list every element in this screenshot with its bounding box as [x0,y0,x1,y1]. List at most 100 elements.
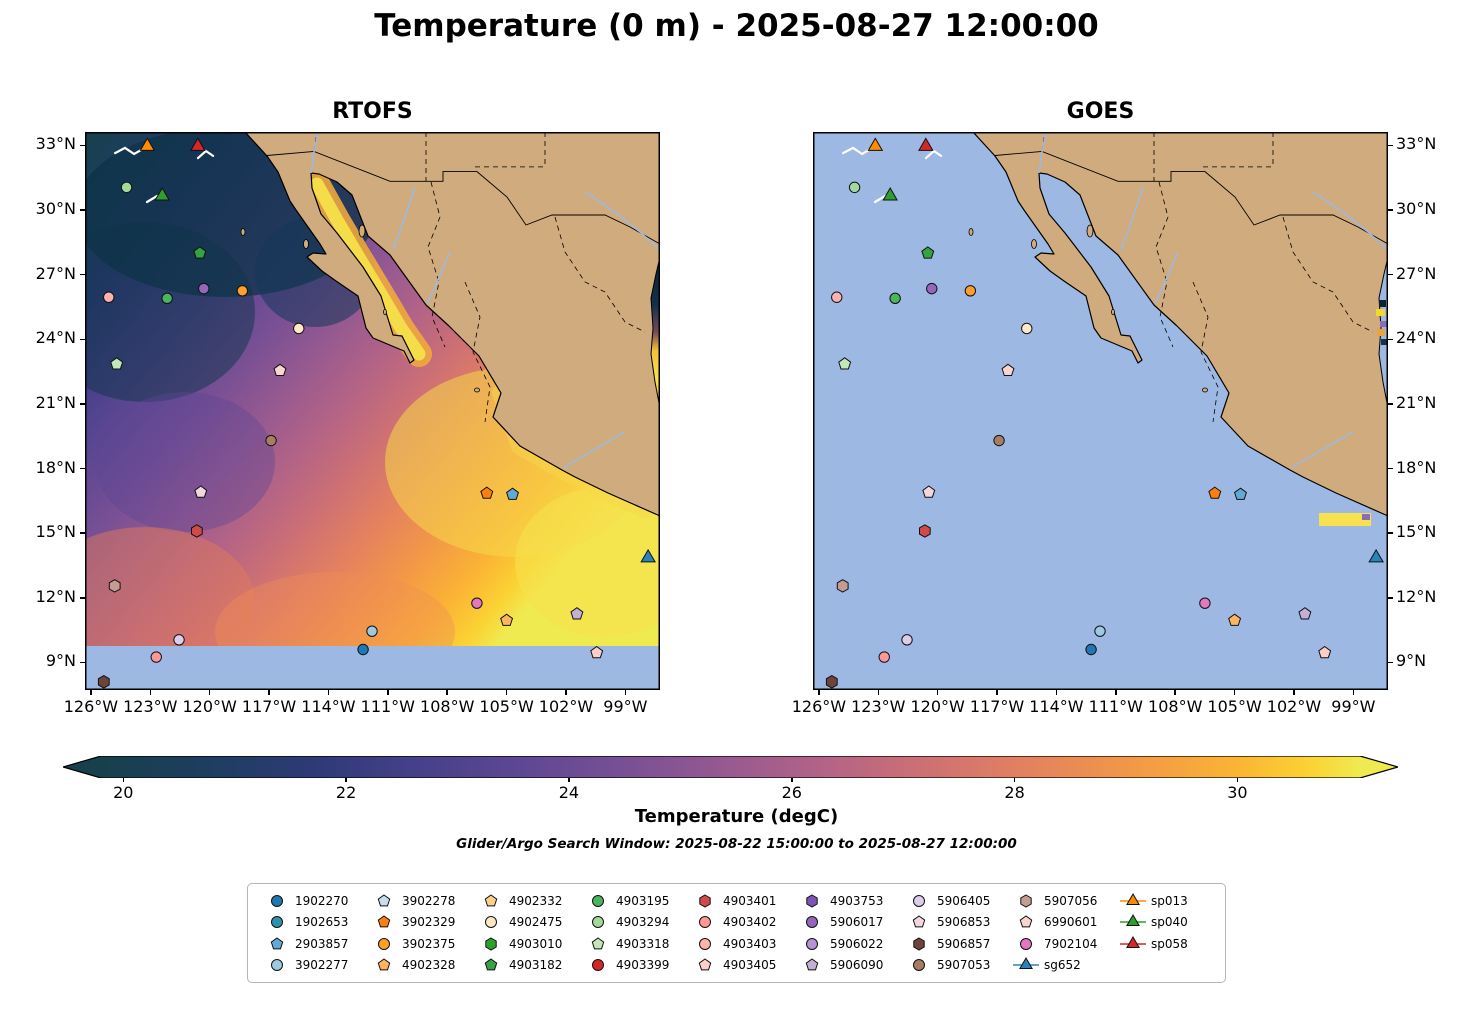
legend-label: 3902375 [402,936,456,951]
goes-valid-sst-patch [1380,321,1387,327]
platform-marker-5907053 [265,434,277,447]
lon-tick-mark [936,690,939,695]
legend-column: 4903401 4903402 4903403 4903405 [690,890,783,976]
platform-marker-sp040 [154,186,170,201]
legend-item-4903294: 4903294 [583,912,676,934]
island [1111,309,1115,315]
legend-glyph-3902278 [377,894,391,907]
platform-marker-5906017 [926,282,938,295]
legend-item-5907053: 5907053 [904,955,997,977]
platform-marker-4903405 [1318,645,1332,659]
platform-marker-sp058 [190,137,206,151]
legend-item-4903753: 4903753 [797,890,890,912]
legend-item-4902332: 4902332 [476,890,569,912]
platform-marker-5906857 [97,675,110,689]
goes-valid-sst-patch [1379,300,1386,307]
legend-item-7902104: 7902104 [1011,933,1104,955]
platform-markers [825,137,1384,689]
legend-label: sp013 [1151,893,1188,908]
platform-marker-4902328 [500,613,514,626]
land [244,131,661,517]
lat-tick-label: 33°N [1396,134,1437,154]
legend-glyph-4902328 [377,958,391,971]
platform-marker-7902104 [471,597,483,609]
legend-glyph-sp013 [1126,892,1140,905]
island [1202,387,1208,393]
platform-marker-sg652 [1368,548,1384,563]
glider-track [873,194,887,204]
lon-tick-label: 111°W [1088,697,1143,716]
colorbar-tick-label: 30 [1227,783,1248,802]
legend-glyph-3902277 [271,959,283,972]
legend-label: 1902653 [295,915,349,930]
lon-tick-mark [818,690,820,695]
goes-valid-sst-patch [1376,309,1385,316]
legend-label: 2903857 [295,936,349,951]
legend-item-sp013: sp013 [1118,890,1211,912]
platform-marker-4903403 [103,291,115,303]
legend-marker-circle-icon [913,894,925,907]
legend-label: 5907056 [1044,893,1098,908]
lat-tick-label: 18°N [35,457,76,477]
legend-glyph-4903294 [592,916,604,929]
legend-marker-pentagon-icon [270,937,284,950]
legend-glyph-4903318 [591,937,605,950]
legend-marker-hexagon-icon [1020,894,1032,908]
legend-glyph-sg652 [1019,957,1033,970]
legend-label: 4903182 [509,958,563,973]
lat-tick-mark [1388,209,1393,211]
lon-tick-label: 123°W [123,697,178,716]
platform-marker-5906017 [198,282,210,295]
platform-marker-4903401 [191,524,203,538]
legend-marker-pentagon-icon [377,958,391,971]
legend-item-5907056: 5907056 [1011,890,1104,912]
legend-glyph-6990601 [1019,915,1033,928]
panel-title-goes: GOES [1066,99,1135,124]
legend-label: 7902104 [1044,936,1098,951]
legend-label: 4903403 [723,936,777,951]
platform-marker-4902475 [293,322,305,335]
legend-item-sp040: sp040 [1118,912,1211,934]
lat-tick-mark [80,597,85,599]
legend-column: 3902278 3902329 3902375 4902328 [369,890,462,976]
legend-label: 4903753 [830,893,884,908]
lat-tick-mark [1388,532,1393,534]
lon-tick-mark [505,690,508,695]
lat-tick-label: 24°N [1396,328,1437,348]
legend-item-4903399: 4903399 [583,955,676,977]
island [383,309,387,315]
sst-eddy [95,392,275,532]
legend-marker-circle-icon [592,894,604,907]
lat-tick-mark [1388,144,1393,147]
island [1031,239,1037,249]
lon-tick-label: 108°W [420,697,475,716]
lat-tick-mark [80,144,85,147]
legend-label: 3902329 [402,915,456,930]
sst-eddy [35,527,255,677]
lat-tick-mark [80,661,85,664]
legend-item-5906090: 5906090 [797,955,890,977]
legend-glyph-1902653 [271,916,283,929]
legend-label: 4902475 [509,915,563,930]
legend-item-sp058: sp058 [1118,933,1211,955]
legend-box: 1902270 1902653 2903857 3902277 3902278 39023… [247,883,1226,983]
platform-marker-4903403 [831,291,843,303]
platform-marker-5906090 [570,607,584,620]
lat-tick-mark [80,532,85,534]
legend-glyph-3902375 [378,937,390,950]
platform-marker-sp013 [867,137,884,151]
legend-marker-triangle-icon [1120,914,1146,927]
lon-tick-label: 120°W [910,697,965,716]
platform-marker-3902329 [480,486,494,499]
platform-marker-sp058 [918,137,934,151]
legend-item-5906857: 5906857 [904,933,997,955]
legend-glyph-4903402 [699,916,711,929]
legend-glyph-5906090 [805,958,819,971]
us-mexico-border [266,150,661,245]
legend-glyph-4903010 [485,937,497,951]
legend-label: 4903010 [509,936,563,951]
platform-marker-4903318 [838,357,852,370]
state-border [475,132,546,168]
legend-marker-triangle-icon [1120,892,1146,905]
legend-marker-pentagon-icon [591,937,605,950]
